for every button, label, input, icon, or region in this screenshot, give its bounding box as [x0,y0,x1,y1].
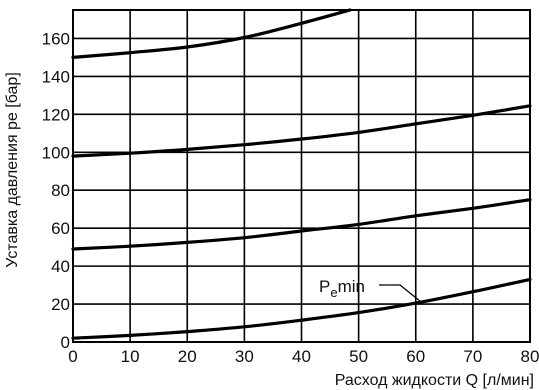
pressure-curve-2 [71,104,532,158]
y-tick-label: 20 [51,295,70,314]
x-axis-title: Расход жидкости Q [л/мин] [335,372,534,389]
x-tick-label: 20 [178,347,197,366]
x-tick-label: 10 [121,347,140,366]
y-tick-label: 60 [51,219,70,238]
x-tick-label: 60 [406,347,425,366]
y-tick-label: 160 [42,29,70,48]
pressure-curve-3 [71,198,532,251]
x-tick-label: 50 [349,347,368,366]
pemin-subscript: e [330,285,337,300]
y-axis-title: Уставка давления pe [бар] [4,72,21,268]
plot-frame [72,9,531,343]
x-tick-label: 80 [521,347,539,366]
y-axis-ticks: 0 20 40 60 80 100 120 140 160 [42,29,70,352]
pressure-curve-1 [71,8,352,59]
y-tick-label: 100 [42,143,70,162]
pemin-suffix: min [338,277,365,296]
x-tick-label: 0 [68,347,77,366]
y-tick-label: 0 [61,333,70,352]
pressure-curve-4 [71,277,532,340]
x-tick-label: 70 [463,347,482,366]
y-tick-label: 120 [42,105,70,124]
pemin-base: P [319,277,330,296]
chart-curves [71,8,532,340]
pemin-leader-line [379,284,422,303]
pemin-annotation: Pemin [319,277,422,303]
x-tick-label: 30 [235,347,254,366]
x-axis-ticks: 0 10 20 30 40 50 60 70 80 [68,347,539,366]
x-tick-label: 40 [292,347,311,366]
chart-grid [72,10,531,343]
pemin-label: Pemin [319,277,365,300]
y-tick-label: 140 [42,67,70,86]
y-tick-label: 80 [51,181,70,200]
y-tick-label: 40 [51,257,70,276]
